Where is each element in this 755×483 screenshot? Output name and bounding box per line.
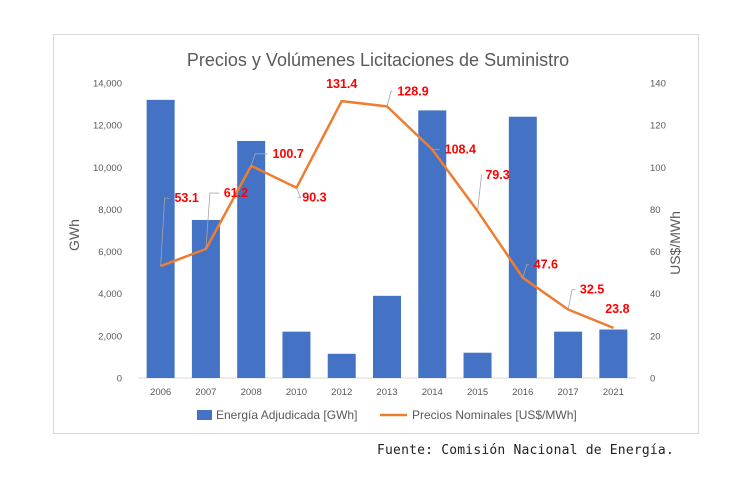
y-right-tick-label: 140 [650, 79, 666, 90]
price-label-2012: 131.4 [326, 77, 357, 91]
x-tick-label: 2021 [603, 387, 624, 398]
y-axis-left-label: GWh [66, 219, 82, 251]
leader-line [567, 289, 576, 310]
legend: Energía Adjudicada [GWh] Precios Nominal… [197, 408, 577, 422]
price-data-labels: 53.1 61.2 100.7 90.3 131.4 128.9 108.4 79.3 47.6… [174, 77, 629, 316]
x-tick-label: 2014 [422, 387, 443, 398]
legend-line-label: Precios Nominales [US$/MWh] [412, 408, 577, 422]
x-axis-ticks: 2006 2007 2008 2010 2012 2013 2014 2015 2016 2017… [150, 387, 624, 398]
bar-2014 [418, 110, 447, 379]
x-tick-label: 2006 [150, 387, 171, 398]
price-label-2007: 61.2 [224, 186, 248, 200]
y-right-tick-label: 80 [650, 205, 661, 216]
y-right-tick-label: 40 [650, 289, 661, 300]
y-axis-left-ticks: 0 2,000 4,000 6,000 8,000 10,000 12,000 14,000 [93, 79, 122, 385]
y-left-tick-label: 10,000 [93, 163, 122, 174]
price-label-2008: 100.7 [273, 147, 304, 161]
x-tick-label: 2007 [195, 387, 216, 398]
y-left-tick-label: 0 [117, 374, 122, 385]
chart-frame: Precios y Volúmenes Licitaciones de Sumi… [53, 34, 699, 434]
chart-title: Precios y Volúmenes Licitaciones de Sumi… [187, 50, 569, 70]
leader-line [250, 153, 268, 166]
leader-line [386, 90, 393, 107]
price-line [160, 99, 614, 330]
bar-series [146, 99, 628, 379]
x-tick-label: 2012 [331, 387, 352, 398]
bar-2013 [373, 295, 401, 378]
bar-2015 [463, 352, 492, 378]
price-label-2016: 47.6 [534, 258, 558, 272]
y-left-tick-label: 2,000 [98, 331, 122, 342]
price-label-2014: 108.4 [445, 143, 476, 157]
x-tick-label: 2016 [512, 387, 533, 398]
y-right-tick-label: 60 [650, 247, 661, 258]
price-label-2021: 23.8 [605, 302, 629, 316]
bar-2012 [327, 353, 356, 378]
x-tick-label: 2013 [376, 387, 397, 398]
bar-2010 [282, 331, 311, 378]
bar-2006 [146, 99, 175, 378]
price-label-2015: 79.3 [485, 168, 509, 182]
price-label-2017: 32.5 [580, 283, 604, 297]
x-tick-label: 2017 [558, 387, 579, 398]
leader-line [296, 187, 302, 199]
data-label-leaders [160, 90, 576, 310]
source-note: Fuente: Comisión Nacional de Energía. [377, 443, 674, 458]
legend-bar-swatch [197, 410, 212, 420]
bar-2008 [237, 140, 266, 378]
x-tick-label: 2015 [467, 387, 488, 398]
x-tick-label: 2010 [286, 387, 307, 398]
chart-svg: Precios y Volúmenes Licitaciones de Sumi… [66, 50, 683, 422]
y-right-tick-label: 120 [650, 121, 666, 132]
y-right-tick-label: 100 [650, 163, 666, 174]
y-left-tick-label: 8,000 [98, 205, 122, 216]
y-right-tick-label: 0 [650, 374, 655, 385]
legend-bar-label: Energía Adjudicada [GWh] [216, 408, 357, 422]
bar-2017 [554, 331, 583, 378]
leader-line [160, 197, 170, 267]
leader-line [522, 264, 530, 278]
price-label-2006: 53.1 [174, 191, 198, 205]
y-left-tick-label: 12,000 [93, 121, 122, 132]
y-left-tick-label: 6,000 [98, 247, 122, 258]
price-label-2013: 128.9 [397, 84, 428, 98]
y-left-tick-label: 4,000 [98, 289, 122, 300]
leader-line [477, 174, 482, 211]
y-axis-right-label: US$/MWh [667, 211, 683, 275]
bar-2021 [599, 329, 628, 378]
leader-line [205, 192, 220, 250]
x-tick-label: 2008 [241, 387, 262, 398]
y-left-tick-label: 14,000 [93, 79, 122, 90]
bar-2016 [508, 116, 537, 378]
price-label-2010: 90.3 [302, 191, 326, 205]
y-right-tick-label: 20 [650, 331, 661, 342]
y-axis-right-ticks: 0 20 40 60 80 100 120 140 [650, 79, 666, 385]
